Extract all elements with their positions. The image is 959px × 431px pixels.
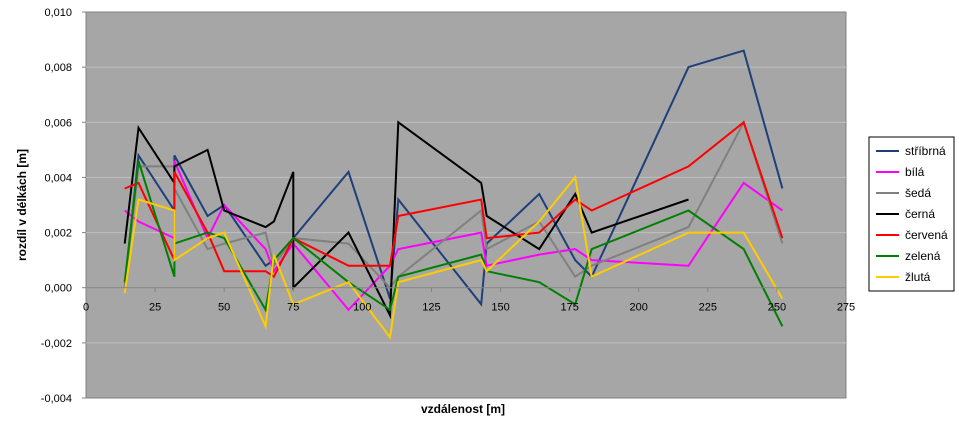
x-tick-label: 175 xyxy=(560,302,578,314)
x-axis-title: vzdálenost [m] xyxy=(421,402,505,416)
x-tick-label: 150 xyxy=(491,302,509,314)
x-tick-label: 100 xyxy=(353,302,371,314)
x-tick-label: 25 xyxy=(149,302,161,314)
series-lines xyxy=(123,49,784,340)
legend: stříbrná bílá šedá černá červená zelená žlutá xyxy=(868,136,955,292)
x-tick-label: 50 xyxy=(218,302,230,314)
series-line-7 xyxy=(123,175,784,340)
y-axis-ticks: -0,004 -0,002 0,000 0,002 0,004 0,006 0,008 0,0… xyxy=(41,7,86,405)
legend-label: stříbrná xyxy=(905,144,946,158)
y-tick-label: 0,004 xyxy=(44,172,72,184)
y-tick-label: 0,010 xyxy=(44,7,72,19)
legend-label: šedá xyxy=(905,186,931,200)
y-tick-label: 0,008 xyxy=(44,62,72,74)
x-tick-label: 200 xyxy=(630,302,648,314)
plot-area xyxy=(85,11,847,399)
y-tick-label: -0,002 xyxy=(41,338,72,350)
series-line-5 xyxy=(124,120,784,279)
x-tick-label: 225 xyxy=(699,302,717,314)
x-tick-label: 275 xyxy=(837,302,855,314)
y-tick-label: 0,006 xyxy=(44,117,72,129)
x-axis-ticks: 0 25 50 75 100 125 150 175 200 225 250 275 xyxy=(83,287,855,314)
series-line-1 xyxy=(123,49,784,307)
y-axis-title: rozdíl v délkách [m] xyxy=(15,149,29,261)
x-tick-label: 0 xyxy=(83,302,89,314)
legend-label: zelená xyxy=(905,249,941,263)
x-tick-label: 125 xyxy=(422,302,440,314)
y-tick-label: 0,000 xyxy=(44,283,72,295)
y-tick-label: 0,002 xyxy=(44,228,72,240)
legend-label: černá xyxy=(905,207,935,221)
legend-label: bílá xyxy=(905,165,925,179)
x-tick-label: 250 xyxy=(768,302,786,314)
x-tick-label: 75 xyxy=(287,302,299,314)
y-tick-label: -0,004 xyxy=(41,393,72,405)
legend-label: žlutá xyxy=(905,270,931,284)
legend-label: červená xyxy=(905,228,948,242)
